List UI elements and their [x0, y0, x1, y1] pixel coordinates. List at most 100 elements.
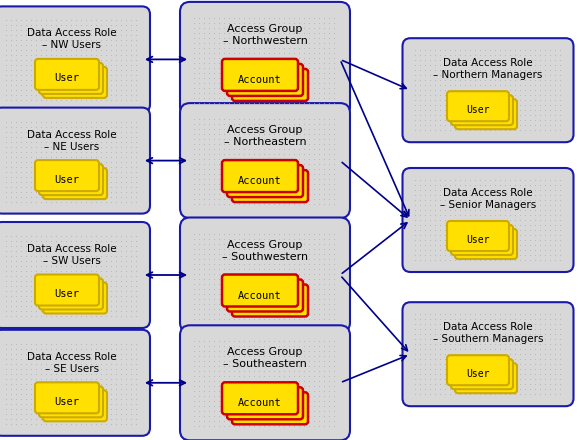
Point [500, 346, 509, 353]
Point [219, 305, 229, 312]
Point [415, 127, 424, 134]
Point [86, 375, 96, 382]
Point [229, 116, 238, 123]
Point [204, 165, 213, 172]
Point [264, 250, 274, 257]
Point [420, 176, 429, 183]
Point [450, 181, 459, 188]
Point [510, 242, 519, 249]
Point [6, 92, 16, 99]
Point [111, 47, 121, 54]
Point [106, 148, 115, 155]
Point [229, 89, 238, 96]
Point [304, 146, 314, 153]
Point [425, 346, 434, 353]
Point [445, 212, 454, 219]
Point [61, 400, 71, 407]
Point [194, 338, 204, 345]
Point [189, 348, 198, 355]
Point [102, 193, 111, 200]
Point [545, 370, 554, 378]
Point [515, 236, 524, 243]
Point [102, 118, 111, 125]
Point [264, 99, 274, 106]
Point [240, 290, 249, 297]
Point [31, 128, 41, 135]
Point [264, 245, 274, 252]
Point [255, 44, 264, 51]
Point [21, 365, 31, 372]
Point [485, 67, 494, 74]
Point [495, 386, 504, 393]
Point [329, 275, 339, 282]
Point [77, 183, 86, 190]
Point [555, 391, 564, 398]
Point [12, 22, 21, 29]
Point [86, 118, 96, 125]
Point [131, 62, 140, 69]
Point [41, 17, 50, 24]
Point [480, 366, 489, 373]
Point [121, 340, 130, 347]
Point [264, 240, 274, 247]
Point [194, 55, 204, 62]
Point [299, 388, 309, 395]
Point [485, 246, 494, 253]
Point [550, 341, 559, 348]
Point [81, 272, 90, 279]
Point [86, 345, 96, 352]
Point [274, 348, 284, 355]
Point [12, 198, 21, 205]
Point [31, 302, 41, 309]
Point [224, 116, 234, 123]
Point [314, 295, 324, 302]
Point [324, 423, 334, 430]
Point [450, 221, 459, 228]
Point [550, 370, 559, 378]
Point [485, 326, 494, 333]
Point [224, 378, 234, 385]
Point [309, 131, 318, 138]
Point [6, 375, 16, 382]
Point [435, 212, 444, 219]
Point [240, 363, 249, 370]
Point [550, 67, 559, 74]
Point [420, 381, 429, 388]
Point [490, 87, 499, 94]
Point [209, 180, 219, 187]
Point [86, 158, 96, 165]
Point [425, 117, 434, 124]
Point [540, 356, 549, 363]
Point [280, 403, 289, 410]
Point [71, 405, 81, 412]
Point [440, 127, 449, 134]
Point [440, 346, 449, 353]
Point [314, 235, 324, 242]
Point [96, 302, 106, 309]
Point [66, 350, 75, 357]
Point [12, 415, 21, 422]
Point [219, 191, 229, 198]
Point [86, 247, 96, 254]
Point [41, 198, 50, 205]
Point [249, 255, 259, 262]
Point [117, 138, 126, 145]
Point [234, 373, 244, 380]
Point [96, 390, 106, 397]
Point [329, 413, 339, 420]
Point [435, 87, 444, 94]
Point [259, 141, 269, 148]
Point [189, 95, 198, 102]
Point [31, 340, 41, 347]
Point [126, 123, 136, 130]
Point [126, 37, 136, 44]
Point [255, 383, 264, 390]
Point [314, 201, 324, 208]
Point [415, 381, 424, 388]
Point [320, 99, 329, 106]
Point [12, 118, 21, 125]
Point [71, 263, 81, 270]
Point [61, 67, 71, 74]
Point [295, 64, 304, 71]
Point [545, 356, 554, 363]
